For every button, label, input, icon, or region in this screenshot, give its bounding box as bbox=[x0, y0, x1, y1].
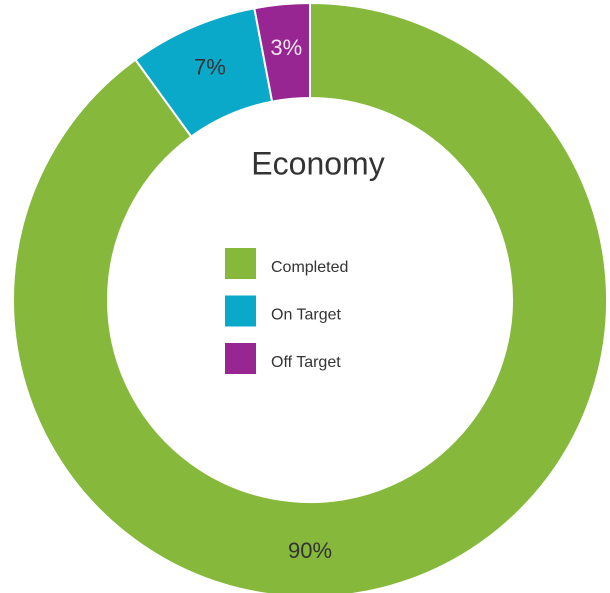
legend-label: Completed bbox=[271, 259, 348, 276]
legend-swatch bbox=[225, 343, 256, 374]
donut-slice bbox=[12, 1, 608, 593]
slice-label: 7% bbox=[194, 55, 226, 80]
donut-slice bbox=[253, 1, 311, 103]
chart-title: Economy bbox=[251, 145, 384, 181]
legend-swatch bbox=[225, 295, 256, 327]
slice-label: 90% bbox=[288, 538, 332, 563]
legend-label: Off Target bbox=[271, 354, 341, 371]
legend-label: On Target bbox=[271, 307, 342, 324]
slice-label: 3% bbox=[270, 35, 302, 60]
legend-swatch bbox=[225, 248, 256, 279]
